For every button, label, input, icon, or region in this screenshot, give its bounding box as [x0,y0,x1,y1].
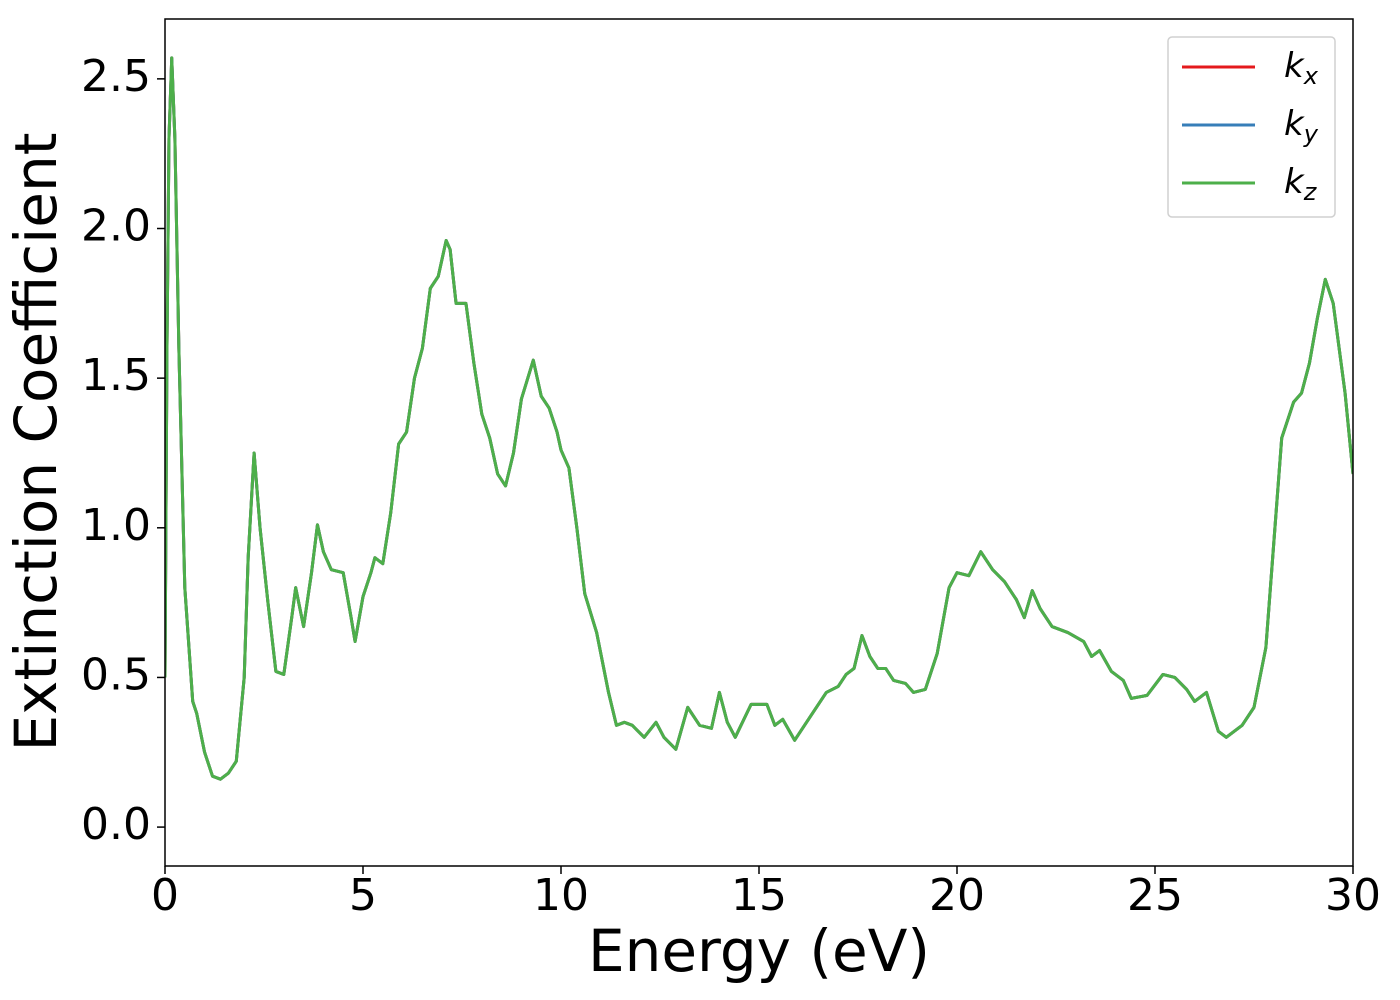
x-tick-label: 30 [1325,870,1381,921]
x-tick-label: 25 [1127,870,1183,921]
y-axis-label: Extinction Coefficient [2,133,70,752]
legend-label: kz [1284,162,1318,207]
legend-label: kx [1284,46,1319,91]
x-tick-label: 15 [731,870,787,921]
legend-box [1167,36,1336,218]
y-tick-label: 0.5 [81,649,151,700]
x-tick-label: 5 [349,870,377,921]
x-tick-label: 0 [151,870,179,921]
y-tick-label: 2.0 [81,201,151,252]
series-line [165,56,1353,781]
plot-frame [164,18,1354,867]
y-tick-label: 1.0 [81,500,151,551]
y-tick-label: 0.0 [81,799,151,850]
x-tick-label: 20 [929,870,985,921]
y-tick-label: 1.5 [81,350,151,401]
legend-label: ky [1284,104,1319,149]
x-axis-label: Energy (eV) [588,917,930,985]
y-tick-label: 2.5 [81,51,151,102]
x-tick-label: 10 [533,870,589,921]
